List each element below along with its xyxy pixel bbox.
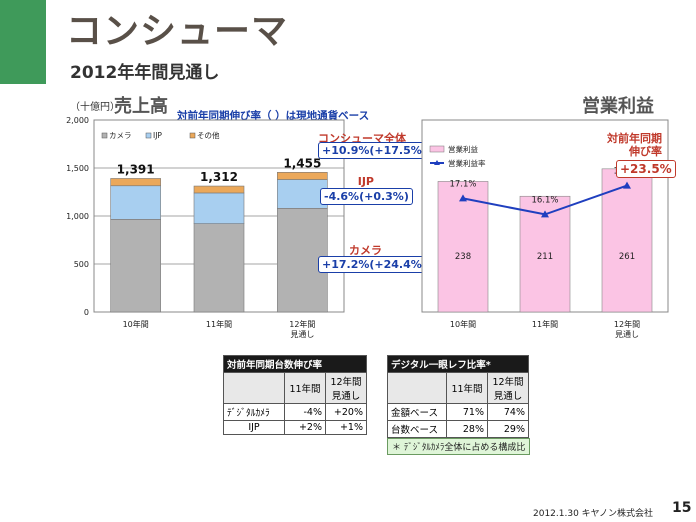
- legend-label: 営業利益率: [448, 158, 486, 168]
- y-tick-label: 500: [74, 260, 89, 269]
- margin-value-label: 17.1%: [449, 179, 476, 189]
- unit-table-col1: 11年間: [284, 372, 326, 404]
- profit-bar: [601, 168, 653, 313]
- x-tick-label: 11年間: [206, 319, 232, 329]
- unit-row-v1: -4%: [284, 403, 326, 421]
- legend-label: 営業利益: [448, 144, 478, 154]
- profit-growth-label-2: 伸び率: [629, 145, 662, 158]
- profit-value-label: 211: [537, 252, 553, 262]
- bar-total-label: 1,391: [117, 162, 155, 176]
- x-tick-label: 11年間: [532, 319, 558, 329]
- consumer-total-label: コンシューマ全体: [318, 132, 406, 145]
- sales-chart: 0 500 1,000 1,500 2,000 1,391 10年間 1,312 11年間 1,4…: [66, 116, 345, 339]
- profit-bar: [437, 181, 489, 313]
- bar-total-label: 1,312: [200, 170, 238, 184]
- profit-title: 営業利益: [582, 96, 654, 117]
- profit-growth-value: +23.5%: [616, 160, 676, 178]
- bar-segment: [277, 172, 328, 180]
- bar-segment: [110, 219, 161, 313]
- y-tick-label: 1,500: [66, 164, 89, 173]
- dslr-table-col1: 11年間: [446, 372, 488, 404]
- unit-table-blank: [223, 372, 285, 404]
- unit-row-label: IJP: [223, 420, 285, 435]
- table-row: 台数ベース 28% 29%: [387, 420, 529, 438]
- page-title: コンシューマ: [66, 11, 289, 52]
- legend-label: その他: [197, 130, 220, 140]
- margin-point: [541, 210, 549, 218]
- unit-row-label: ﾃﾞｼﾞﾀﾙｶﾒﾗ: [223, 403, 285, 421]
- margin-value-label: 16.1%: [531, 195, 558, 205]
- dslr-row-v2: 29%: [487, 420, 529, 438]
- bar-segment: [193, 192, 245, 224]
- dslr-row-label: 金額ベース: [387, 403, 447, 421]
- page-subtitle: 2012年年間見通し: [70, 63, 220, 83]
- bar-segment: [193, 223, 245, 313]
- page-number: 15: [672, 500, 692, 516]
- unit-growth-table: 対前年同期台数伸び率 11年間 12年間 見通し ﾃﾞｼﾞﾀﾙｶﾒﾗ -4% +2…: [223, 355, 367, 435]
- unit-table-title: 対前年同期台数伸び率: [223, 355, 367, 373]
- footer-date-company: 2012.1.30 キヤノン株式会社: [533, 509, 653, 519]
- dslr-row-v2: 74%: [487, 403, 529, 421]
- bar-total-label: 1,455: [283, 156, 321, 170]
- table-row: ﾃﾞｼﾞﾀﾙｶﾒﾗ -4% +20%: [223, 403, 367, 421]
- bar-segment: [193, 185, 245, 194]
- x-tick-label: 10年間: [123, 319, 149, 329]
- camera-label: カメラ: [349, 244, 382, 257]
- legend-swatch: [434, 160, 440, 165]
- sales-title: 売上高: [114, 96, 168, 117]
- ijp-label: IJP: [357, 175, 374, 188]
- profit-value-label: 261: [619, 252, 635, 262]
- ijp-growth: -4.6%(+0.3%): [320, 188, 413, 205]
- dslr-row-v1: 71%: [446, 403, 488, 421]
- consumer-total-growth: +10.9%(+17.5%): [318, 142, 431, 159]
- unit-row-v1: +2%: [284, 420, 326, 435]
- camera-growth: +17.2%(+24.4%): [318, 256, 431, 273]
- dslr-table-col2: 12年間 見通し: [487, 372, 529, 404]
- dslr-table-blank: [387, 372, 447, 404]
- table-row: 金額ベース 71% 74%: [387, 403, 529, 421]
- dslr-ratio-table: デジタル一眼レフ比率* 11年間 12年間 見通し 金額ベース 71% 74% 台…: [387, 355, 529, 438]
- legend-swatch: [101, 132, 108, 139]
- margin-point: [623, 181, 631, 189]
- growth-note: 対前年同期伸び率（ ）は現地通貨ベース: [177, 110, 370, 122]
- unit-row-v2: +1%: [325, 420, 367, 435]
- y-tick-label: 1,000: [66, 212, 89, 221]
- y-tick-label: 0: [84, 308, 89, 317]
- dslr-row-v1: 28%: [446, 420, 488, 438]
- legend-swatch: [429, 145, 445, 153]
- legend-label: IJP: [153, 131, 162, 140]
- dslr-footnote: ＊ ﾃﾞｼﾞﾀﾙｶﾒﾗ全体に占める構成比: [387, 438, 531, 455]
- legend-label: カメラ: [109, 131, 132, 140]
- bar-segment: [110, 185, 161, 220]
- x-tick-label: 12年間: [289, 319, 315, 329]
- green-accent-bar: [0, 0, 46, 84]
- unit-table-col2: 12年間 見通し: [325, 372, 367, 404]
- x-tick-label: 12年間: [614, 319, 640, 329]
- y-tick-label: 2,000: [66, 116, 89, 125]
- margin-point: [459, 194, 467, 202]
- unit-row-v2: +20%: [325, 403, 367, 421]
- dslr-table-title: デジタル一眼レフ比率*: [387, 355, 529, 373]
- table-row: IJP +2% +1%: [223, 420, 367, 435]
- profit-growth-label-1: 対前年同期: [607, 132, 662, 145]
- x-tick-label: 10年間: [450, 319, 476, 329]
- dslr-row-label: 台数ベース: [387, 420, 447, 438]
- profit-value-label: 238: [455, 252, 471, 262]
- sales-unit-label: （十億円）: [70, 102, 120, 113]
- x-tick-label: 見通し: [290, 329, 314, 339]
- profit-chart: 23810年間21111年間26112年間見通し17.1%16.1%17.9%営…: [421, 119, 669, 339]
- legend-swatch: [189, 132, 196, 139]
- legend-swatch: [145, 132, 152, 139]
- bar-segment: [110, 178, 161, 187]
- x-tick-label: 見通し: [615, 329, 639, 339]
